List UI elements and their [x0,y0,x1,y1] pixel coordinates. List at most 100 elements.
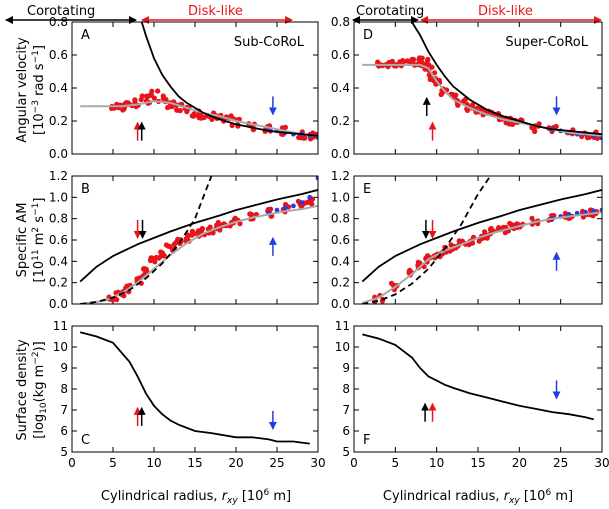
point-red-b-20-5 [304,200,310,206]
point-red-b-18-4 [282,201,289,208]
ytick-label-c-0: 5 [60,445,68,459]
corotating-label: Corotating [27,4,95,19]
ytick-label-d-2: 0.4 [331,81,350,95]
sd-u-post: (kg m [32,365,47,403]
xtick-label-f-4: 20 [512,456,527,470]
point-red-d-7-5 [426,62,432,68]
annotation-a: Sub-CoRoL [234,35,305,50]
point-red-e-4-4 [425,253,431,259]
ylabel-surface-density-line1: Surface density [15,339,30,441]
xl-right-suf: [10 [520,489,546,504]
point-red-b-4-5 [143,266,149,272]
av-u-pre: [10 [32,113,47,135]
xtick-label-c-2: 10 [146,456,161,470]
point-red-e-13-3 [496,225,502,231]
model-line-d [411,22,602,136]
point-red-b-10-5 [189,232,195,238]
point-red-b-0-3 [114,297,120,303]
xlabel-right: Cylindrical radius, rxy [106 m] [383,488,573,506]
ytick-label-f-3: 8 [342,382,350,396]
point-red-d-20-5 [531,127,537,133]
xl-right-sub: xy [508,496,520,506]
point-blue-b-1 [274,207,280,213]
xtick-label-f-3: 15 [470,456,485,470]
xl-left-var: r [222,489,229,504]
plot-area-d [362,22,602,141]
xl-left-suf: [10 [238,489,264,504]
ytick-label-e-2: 0.4 [331,254,350,268]
xtick-label-c-6: 30 [310,456,325,470]
xtick-label-c-1: 5 [109,456,117,470]
am-u-mid: s [32,216,47,227]
point-red-d-13-4 [470,102,476,108]
point-red-e-2-5 [406,268,412,274]
point-blue-b-5 [307,194,313,200]
panel-letter-c: C [81,433,90,448]
point-red-a-5-1 [155,88,161,94]
ytick-label-b-2: 0.4 [49,254,68,268]
am-u-end: ] [32,198,47,203]
ytick-label-e-4: 0.8 [331,212,350,226]
xl-right-unit: m] [551,489,573,504]
ytick-label-b-5: 1.0 [49,190,68,204]
sd-u-end: )] [32,341,47,351]
fit-line-b [80,204,318,304]
panel-b: 0.0 0.2 0.4 0.6 0.8 1.0 1.2 B [49,169,319,311]
point-blue-b-3 [291,203,296,209]
ytick-label-c-4: 9 [60,361,68,375]
av-u-end: ] [32,45,47,50]
frame-e [353,175,603,305]
ytick-label-d-1: 0.2 [331,114,350,128]
xl-right-pre: Cylindrical radius, [383,489,504,504]
point-red-a-10-5 [189,113,195,119]
point-red-d-5-4 [416,55,423,61]
sd-u-exp: −2 [31,351,41,364]
header-right: Corotating Disk-like [352,4,602,24]
ytick-label-a-0: 0.0 [49,147,68,161]
point-red-d-11-3 [453,92,459,98]
point-red-b-5-2 [152,259,158,265]
model-line-b [79,189,318,283]
xtick-label-f-1: 5 [392,456,400,470]
xtick-label-f-6: 30 [594,456,609,470]
point-red-b-6-5 [161,252,167,259]
xtick-label-f-2: 10 [429,456,444,470]
point-red-a-5-5 [147,92,153,98]
ytick-label-c-6: 11 [53,319,68,333]
ytick-label-b-4: 0.8 [49,212,68,226]
ytick-label-d-4: 0.8 [331,15,350,29]
panel-letter-f: F [363,433,370,448]
point-red-b-5-5 [147,257,154,263]
frame-b [71,175,319,305]
point-red-a-7-5 [169,103,175,109]
xl-left-unit: m] [269,489,291,504]
sd-u-sub: 10 [39,402,49,414]
point-red-d-8-3 [432,70,438,76]
panel-letter-d: D [363,28,373,43]
am-u-exp3: −1 [31,203,41,216]
xl-left-pre: Cylindrical radius, [101,489,222,504]
plot-area-a [80,22,318,142]
point-red-a-4-2 [139,93,145,99]
point-red-e-12-5 [487,226,494,232]
xtick-label-f-5: 25 [553,456,568,470]
point-red-b-20-4 [309,201,315,207]
fit-line-e [361,211,602,304]
av-u-exp2: −1 [31,50,41,63]
point-red-d-10-5 [438,91,444,98]
point-red-b-10-1 [189,228,195,234]
ytick-label-e-3: 0.6 [331,233,350,247]
ytick-label-c-2: 7 [60,403,68,417]
ytick-label-c-3: 8 [60,382,68,396]
plot-area-b [79,176,318,304]
panels: 0.0 0.2 0.4 0.6 0.8 A Sub-CoRoL 0.0 0.2 0.4 0.6 0.8… [49,15,609,470]
point-red-d-4-4 [410,57,417,63]
panel-e: 0.0 0.2 0.4 0.6 0.8 1.0 1.2 E [331,169,603,311]
ytick-label-b-0: 0.0 [49,297,68,311]
point-blue-e-6 [599,207,602,213]
am-u-pre: [10 [32,261,47,283]
ytick-label-a-2: 0.4 [49,81,68,95]
ytick-label-e-0: 0.0 [331,297,350,311]
ytick-label-f-5: 10 [335,340,350,354]
